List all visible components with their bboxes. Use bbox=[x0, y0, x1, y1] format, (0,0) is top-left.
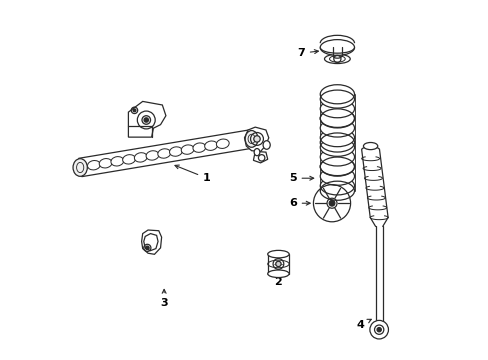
Ellipse shape bbox=[320, 109, 354, 127]
Polygon shape bbox=[143, 234, 158, 251]
Ellipse shape bbox=[158, 149, 170, 158]
Ellipse shape bbox=[320, 158, 354, 176]
Ellipse shape bbox=[122, 155, 135, 164]
Circle shape bbox=[253, 136, 260, 142]
Ellipse shape bbox=[267, 270, 288, 278]
Polygon shape bbox=[142, 230, 162, 254]
Ellipse shape bbox=[134, 153, 147, 162]
Ellipse shape bbox=[267, 250, 288, 258]
Ellipse shape bbox=[320, 148, 354, 166]
Ellipse shape bbox=[320, 129, 354, 147]
Ellipse shape bbox=[320, 100, 354, 118]
Circle shape bbox=[376, 328, 381, 332]
Polygon shape bbox=[128, 102, 165, 137]
Ellipse shape bbox=[73, 159, 87, 176]
Polygon shape bbox=[79, 130, 253, 177]
Ellipse shape bbox=[169, 147, 182, 156]
Circle shape bbox=[326, 198, 336, 208]
Ellipse shape bbox=[216, 139, 229, 148]
Ellipse shape bbox=[324, 54, 349, 64]
Text: 4: 4 bbox=[356, 319, 370, 330]
Ellipse shape bbox=[146, 151, 159, 160]
Text: 3: 3 bbox=[160, 289, 167, 308]
Text: 6: 6 bbox=[288, 198, 309, 208]
Ellipse shape bbox=[363, 143, 377, 150]
Ellipse shape bbox=[204, 141, 217, 150]
Text: 1: 1 bbox=[175, 165, 210, 183]
Ellipse shape bbox=[193, 143, 205, 152]
Ellipse shape bbox=[254, 149, 259, 156]
Text: 5: 5 bbox=[288, 173, 313, 183]
Ellipse shape bbox=[111, 157, 123, 166]
Text: 7: 7 bbox=[296, 48, 318, 58]
Ellipse shape bbox=[320, 167, 354, 185]
Ellipse shape bbox=[320, 40, 354, 55]
Ellipse shape bbox=[320, 138, 354, 156]
Ellipse shape bbox=[263, 141, 270, 149]
Circle shape bbox=[145, 246, 149, 249]
Circle shape bbox=[369, 320, 387, 339]
Text: 2: 2 bbox=[274, 271, 282, 287]
Ellipse shape bbox=[99, 158, 112, 168]
Circle shape bbox=[328, 201, 334, 206]
Circle shape bbox=[133, 109, 136, 112]
Ellipse shape bbox=[181, 145, 194, 154]
Circle shape bbox=[275, 261, 281, 267]
Polygon shape bbox=[253, 152, 267, 163]
Ellipse shape bbox=[244, 131, 258, 147]
Ellipse shape bbox=[87, 161, 100, 170]
Ellipse shape bbox=[320, 177, 354, 195]
Ellipse shape bbox=[320, 119, 354, 137]
Circle shape bbox=[142, 116, 150, 124]
Ellipse shape bbox=[320, 90, 354, 108]
Polygon shape bbox=[244, 127, 268, 152]
Circle shape bbox=[144, 118, 148, 122]
